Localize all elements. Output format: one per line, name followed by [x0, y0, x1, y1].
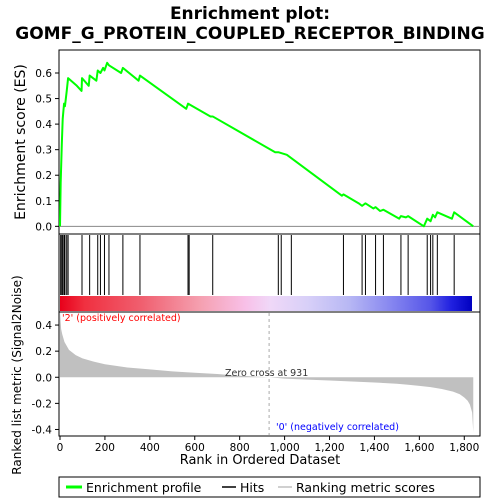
rank-color-band — [60, 296, 472, 311]
legend-profile-label: Enrichment profile — [86, 480, 202, 495]
metric-tick-label: 0.4 — [35, 320, 52, 332]
positive-correlated-label: '2' (positively correlated) — [62, 313, 181, 324]
x-tick-label: 1,600 — [404, 442, 434, 454]
es-tick-label: 0.0 — [35, 221, 52, 233]
es-tick-label: 0.1 — [35, 196, 52, 208]
metric-tick-label: -0.4 — [32, 424, 53, 436]
es-tick-label: 0.2 — [35, 170, 52, 182]
x-tick-label: 200 — [95, 442, 115, 454]
x-tick-label: 0 — [57, 442, 64, 454]
zero-cross-label: Zero cross at 931 — [225, 368, 308, 379]
metric-axis-label: Ranked list metric (Signal2Noise) — [10, 275, 24, 474]
metric-tick-label: -0.2 — [32, 398, 53, 410]
negative-correlated-label: '0' (negatively correlated) — [276, 422, 399, 433]
es-tick-label: 0.3 — [35, 145, 52, 157]
es-axis-label: Enrichment score (ES) — [13, 64, 29, 220]
chart-title-line1: Enrichment plot: — [170, 4, 330, 24]
legend-hits-label: Hits — [240, 480, 264, 495]
metric-tick-label: 0.0 — [35, 372, 52, 384]
x-tick-label: 400 — [140, 442, 160, 454]
x-axis-label: Rank in Ordered Dataset — [180, 453, 341, 468]
metric-tick-label: 0.2 — [35, 346, 52, 358]
legend-metric-label: Ranking metric scores — [296, 480, 435, 495]
chart-title-line2: GOMF_G_PROTEIN_COUPLED_RECEPTOR_BINDING — [15, 24, 484, 44]
x-tick-label: 1,800 — [449, 442, 479, 454]
x-tick-label: 1,400 — [359, 442, 389, 454]
es-tick-label: 0.4 — [35, 119, 52, 131]
es-panel — [59, 50, 480, 234]
es-tick-label: 0.6 — [35, 68, 52, 80]
es-tick-label: 0.5 — [35, 94, 52, 106]
